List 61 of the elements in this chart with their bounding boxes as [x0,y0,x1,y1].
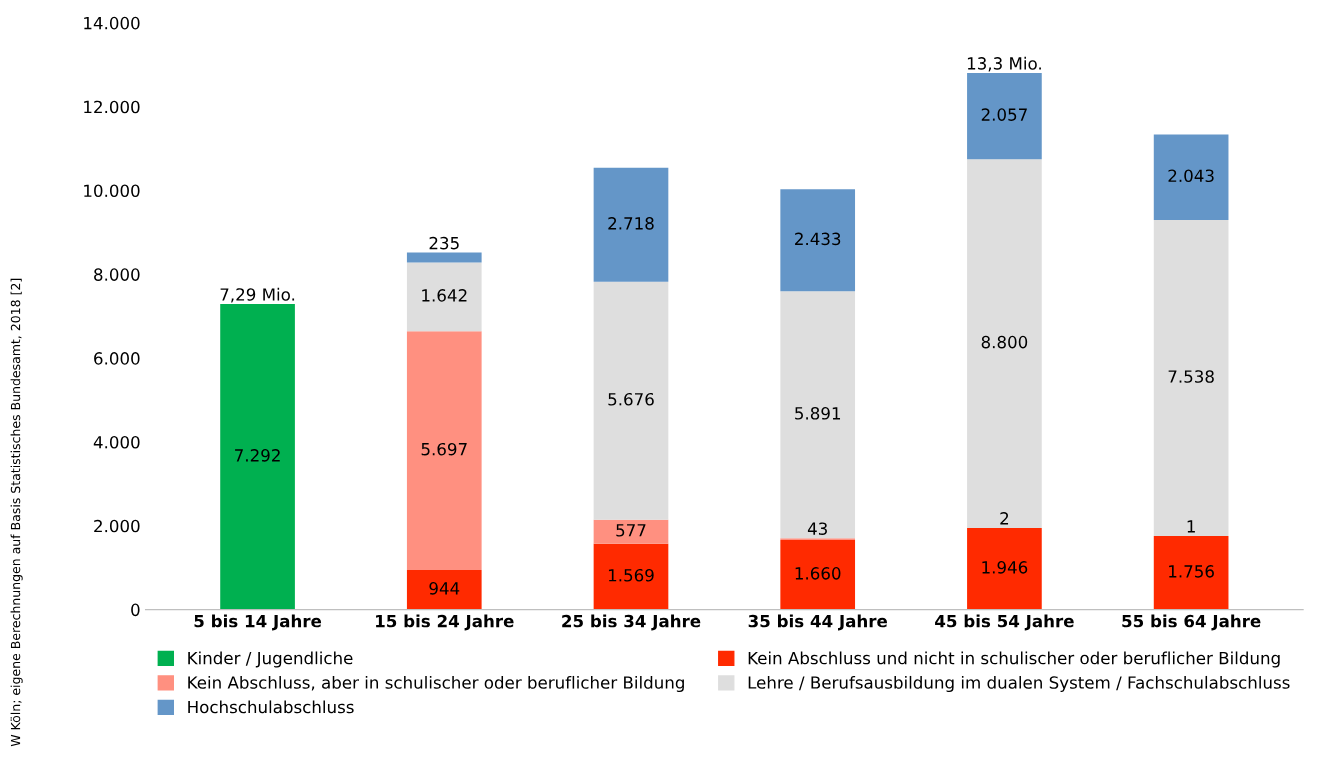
bar [1153,536,1229,610]
y-tick-label: 6.000 [94,352,140,365]
legend-label: Kein Abschluss, aber in schulischer oder beruflicher Bildung [188,675,684,693]
data-label: 7.538 [1168,370,1214,383]
data-label: 235 [429,236,459,250]
bar [593,519,669,544]
data-label: 5.891 [795,407,841,420]
y-tick-label: 12.000 [84,100,140,114]
bar [406,252,482,263]
bar [967,159,1042,528]
x-tick-label: 15 bis 24 Jahre [376,614,514,631]
y-tick-label: 2.000 [94,519,140,533]
bar [1153,134,1229,221]
bar [967,72,1042,160]
x-tick-label: 35 bis 44 Jahre [748,614,887,631]
bar [780,540,856,610]
data-label: 1.660 [795,567,841,580]
y-tick-label: 4.000 [93,435,140,449]
annotation: 7,29 Mio. [220,287,295,303]
legend-label: Kinder / Jugendliche [188,651,353,668]
bar [406,331,482,571]
bar [593,167,669,282]
y-tick-label: 10.000 [84,184,140,198]
y-tick-label: 0 [131,603,140,617]
data-label: 1.756 [1169,565,1214,578]
data-label: 944 [429,582,460,595]
data-label: 1.946 [982,561,1028,574]
data-label: 1.569 [608,568,654,582]
legend-label: Hochschulabschluss [188,700,354,714]
data-label: 2.043 [1168,169,1214,183]
data-label: 1 [1187,520,1195,533]
x-tick-label: 45 bis 54 Jahre [935,614,1074,631]
data-label: 2 [1000,512,1009,525]
y-tick-label: 14.000 [84,16,140,30]
data-label: 1.642 [422,289,467,302]
bar [780,291,856,539]
bar [1153,220,1229,536]
bar [593,543,669,610]
text: W Köln; eigene Berechnungen auf Basis Statistisches Bundesamt, 2018 [2] [10,278,23,747]
data-label: 8.800 [981,335,1028,349]
data-label: 7.292 [235,449,280,462]
legend-label: Lehre / Berufsausbildung im dualen System / Fachschulabschluss [748,675,1290,693]
data-label: 5.676 [608,392,654,406]
bar [780,189,856,292]
bar [593,281,669,520]
bar [406,570,482,610]
data-label: 5.697 [421,442,467,456]
x-tick-label: 55 bis 64 Jahre [1122,614,1261,631]
x-tick-label: 5 bis 14 Jahre [194,614,322,631]
data-label: 2.718 [608,217,654,230]
bar [220,303,295,610]
x-tick-label: 25 bis 34 Jahre [562,614,701,631]
data-label: 577 [616,524,646,537]
data-label: 2.057 [981,108,1027,121]
bar [967,528,1042,610]
y-tick-label: 8.000 [94,268,140,281]
data-label: 43 [807,522,827,535]
bar [406,262,482,332]
legend-label: Kein Abschluss und nicht in schulischer oder beruflicher Bildung [748,651,1280,668]
data-label: 2.433 [795,232,841,246]
annotation: 13,3 Mio. [967,56,1041,72]
